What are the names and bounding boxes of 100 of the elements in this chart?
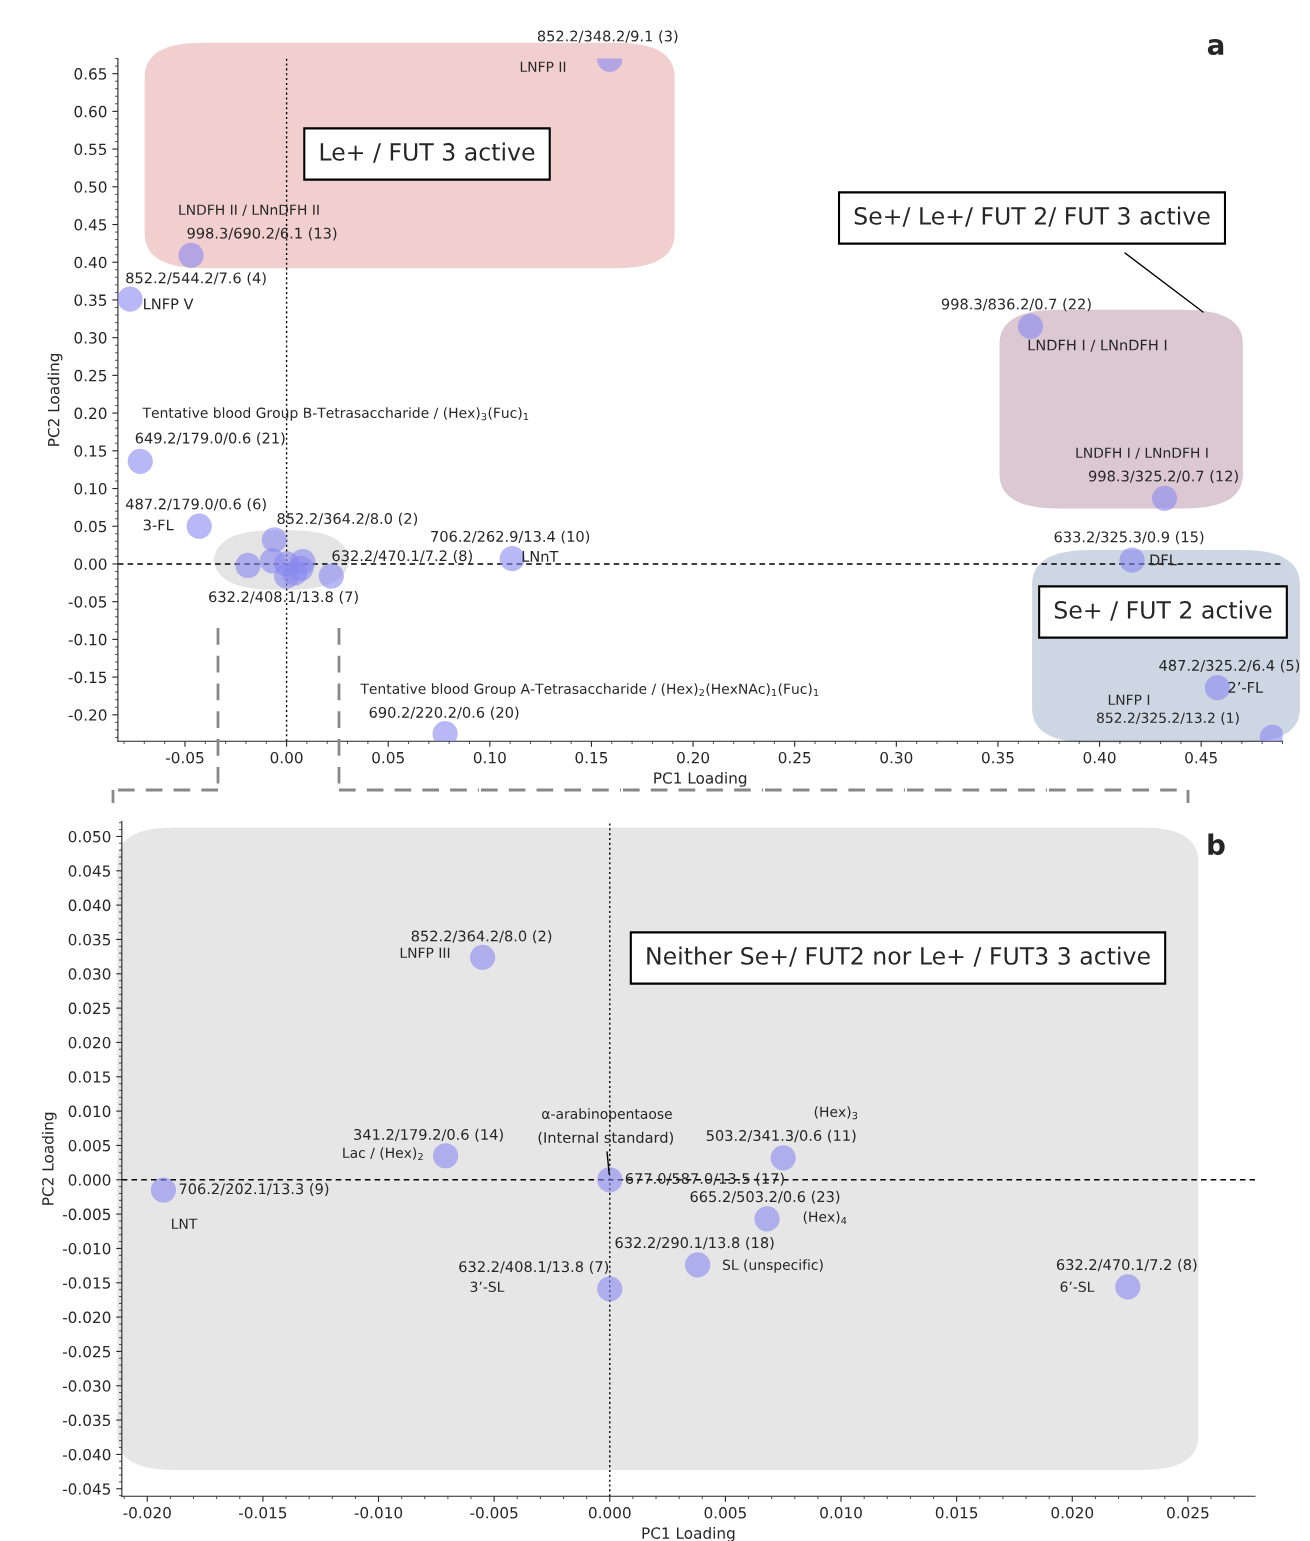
y-tick-label: 0.010 xyxy=(68,1105,111,1118)
annotation: LNFP III xyxy=(400,947,450,958)
annotation: 998.3/690.2/6.1 (13) xyxy=(187,227,337,241)
x-tick-label: 0.30 xyxy=(880,751,913,764)
point xyxy=(1017,313,1044,339)
annotation: 632.2/290.1/13.8 (18) xyxy=(615,1236,774,1250)
point xyxy=(273,563,300,589)
annotation: 2’-FL xyxy=(1228,681,1264,693)
annotation: 6’-SL xyxy=(1060,1281,1095,1293)
annotation: 677.0/587.0/13.5 (17) xyxy=(625,1172,784,1186)
annotation: 665.2/503.2/0.6 (23) xyxy=(690,1190,840,1204)
y-tick-label: -0.030 xyxy=(62,1380,111,1392)
annotation: 706.2/202.1/13.3 (9) xyxy=(179,1183,329,1197)
y-tick-label: 0.10 xyxy=(74,482,107,495)
x-tick-label: 0.45 xyxy=(1185,751,1217,764)
x-tick-label: 0.015 xyxy=(935,1507,978,1519)
annotation: SL (unspecific) xyxy=(722,1259,823,1273)
x-tick-label: -0.010 xyxy=(354,1507,403,1519)
x-tick-label: 0.025 xyxy=(1167,1507,1209,1519)
annotation: (Hex)$_{3}$ xyxy=(814,1106,858,1120)
y-tick-label: -0.20 xyxy=(68,709,107,721)
point xyxy=(186,513,212,539)
annotation: 487.2/179.0/0.6 (6) xyxy=(126,498,266,512)
annotation: LNFP I xyxy=(1108,694,1150,705)
y-tick-label: 0.05 xyxy=(74,520,107,533)
annotation: 852.2/348.2/9.1 (3) xyxy=(537,30,678,44)
y-tick-label: 0.000 xyxy=(68,1174,111,1186)
y-tick-label: 0.35 xyxy=(74,294,107,306)
x-tick-label: 0.15 xyxy=(575,751,608,764)
annotation: 341.2/179.2/0.6 (14) xyxy=(354,1128,503,1142)
annotation: LNFP V xyxy=(144,298,194,310)
y-tick-label: 0.40 xyxy=(74,256,107,269)
annotation: 998.3/325.2/0.7 (12) xyxy=(1088,470,1238,484)
y-tick-label: -0.010 xyxy=(62,1242,111,1255)
y-tick-label: 0.045 xyxy=(68,865,111,877)
point xyxy=(597,1167,623,1193)
y-tick-label: 0.15 xyxy=(74,445,107,457)
point xyxy=(432,1143,459,1169)
y-tick-label: 0.040 xyxy=(68,899,111,912)
annotation: 632.2/470.1/7.2 (8) xyxy=(1056,1258,1197,1272)
point xyxy=(770,1145,796,1171)
annotation: 706.2/262.9/13.4 (10) xyxy=(431,530,590,544)
y-tick-label: 0.45 xyxy=(74,218,107,231)
annotation: 3’-SL xyxy=(470,1281,505,1293)
x-tick-label: 0.000 xyxy=(588,1507,631,1519)
annotation: LNDFH II / LNnDFH II xyxy=(179,204,319,217)
y-tick-label: 0.025 xyxy=(68,1002,111,1015)
y-tick-label: 0.50 xyxy=(74,181,107,193)
x-axis-title: PC1 Loading xyxy=(654,771,747,787)
annotation: Tentative blood Group B-Tetrasaccharide / (Hex)$_{3}$(Fuc)$_{1}$ xyxy=(142,407,529,421)
annotation: 852.2/325.2/13.2 (1) xyxy=(1097,712,1239,725)
annotation: Neither Se+/ FUT2 nor Le+ / FUT3 3 active xyxy=(647,946,1150,967)
y-tick-label: 0.020 xyxy=(68,1036,111,1049)
y-tick-label: -0.040 xyxy=(62,1448,111,1461)
annotation: α-arabinopentaose xyxy=(542,1108,672,1122)
annotation: Se+ / FUT 2 active xyxy=(1054,600,1272,621)
annotation: LNnT xyxy=(522,551,559,562)
annotation: 852.2/364.2/8.0 (2) xyxy=(411,930,552,944)
y-axis-title: PC2 Loading xyxy=(47,353,63,446)
point xyxy=(685,1252,711,1278)
y-tick-label: 0.65 xyxy=(74,68,107,80)
text: a xyxy=(1207,39,1224,56)
y-tick-label: 0.005 xyxy=(68,1139,111,1152)
annotation: 690.2/220.2/0.6 (20) xyxy=(369,706,519,720)
y-axis-title: PC2 Loading xyxy=(41,1112,57,1205)
point xyxy=(1119,547,1145,573)
point xyxy=(178,242,204,269)
y-tick-label: -0.025 xyxy=(62,1345,111,1358)
point xyxy=(597,1276,623,1302)
y-tick-label: -0.05 xyxy=(68,596,107,608)
point xyxy=(261,527,288,553)
annotation: 998.3/836.2/0.7 (22) xyxy=(941,298,1091,312)
point xyxy=(318,563,344,589)
x-tick-label: 0.35 xyxy=(981,751,1014,764)
y-tick-label: 0.00 xyxy=(74,558,107,570)
annotation: 632.2/470.1/7.2 (8) xyxy=(332,549,472,563)
annotation: Lac / (Hex)$_{2}$ xyxy=(343,1147,423,1161)
y-tick-label: 0.015 xyxy=(68,1071,111,1083)
point xyxy=(1151,485,1178,511)
x-tick-label: -0.005 xyxy=(470,1507,518,1519)
point xyxy=(150,1177,177,1203)
annotation: 503.2/341.3/0.6 (11) xyxy=(706,1129,856,1143)
x-tick-label: -0.020 xyxy=(123,1507,171,1519)
annotation: 633.2/325.3/0.9 (15) xyxy=(1054,531,1204,545)
y-tick-label: -0.045 xyxy=(62,1483,111,1495)
annotation: Tentative blood Group A-Tetrasaccharide / (Hex)$_{2}$(HexNAc)$_{1}$(Fuc)$_{1}$ xyxy=(360,683,819,697)
annotation: LNDFH I / LNnDFH I xyxy=(1076,447,1208,460)
y-tick-label: 0.60 xyxy=(74,105,107,118)
y-tick-label: 0.20 xyxy=(74,407,107,420)
x-tick-label: -0.015 xyxy=(239,1507,287,1519)
x-axis-title: PC1 Loading xyxy=(642,1527,735,1541)
annotation: Se+/ Le+/ FUT 2/ FUT 3 active xyxy=(854,206,1210,227)
x-tick-label: 0.25 xyxy=(778,751,811,764)
x-tick-label: 0.40 xyxy=(1083,751,1116,764)
y-tick-label: -0.15 xyxy=(68,671,107,684)
annotation: LNDFH I / LNnDFH I xyxy=(1028,339,1167,352)
y-tick-label: 0.030 xyxy=(68,968,111,980)
x-tick-label: 0.010 xyxy=(820,1507,862,1519)
annotation: (Internal standard) xyxy=(538,1131,673,1145)
annotation: 649.2/179.0/0.6 (21) xyxy=(135,432,285,446)
